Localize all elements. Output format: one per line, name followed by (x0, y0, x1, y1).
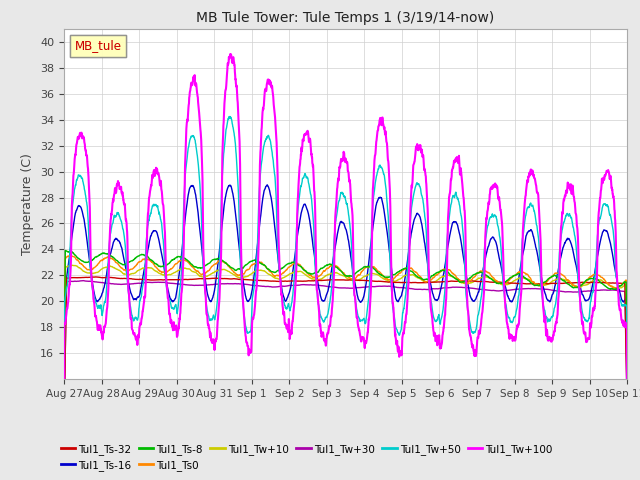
Legend: MB_tule: MB_tule (70, 35, 126, 57)
Tul1_Tw+10 (623, 396, 631, 402)
Tul1_Tw+100 (60, 401, 68, 407)
Tul1_Ts0 (574, 284, 582, 290)
Legend: Tul1_Ts-32, Tul1_Ts-16, Tul1_Ts-8, Tul1_Ts0, Tul1_Tw+10, Tul1_Tw+30, Tul1_Tw+50,: Tul1_Ts-32, Tul1_Ts-16, Tul1_Ts-8, Tul1_… (56, 439, 557, 475)
Line: Tul1_Ts0: Tul1_Ts0 (64, 256, 627, 410)
Tul1_Ts-8 (61, 248, 69, 253)
Tul1_Tw+30 (623, 410, 631, 416)
Tul1_Ts0 (362, 264, 370, 270)
Tul1_Ts-32 (574, 280, 582, 286)
Tul1_Tw+30 (218, 281, 225, 287)
Tul1_Ts-8 (362, 264, 370, 270)
Tul1_Tw+50 (374, 166, 382, 171)
Tul1_Ts-8 (374, 270, 382, 276)
Line: Tul1_Ts-16: Tul1_Ts-16 (64, 185, 627, 426)
Tul1_Tw+10 (589, 278, 597, 284)
Tul1_Ts0 (218, 259, 225, 264)
Y-axis label: Temperature (C): Temperature (C) (22, 153, 35, 255)
Tul1_Tw+100 (217, 253, 225, 259)
Tul1_Ts0 (623, 383, 631, 388)
Tul1_Tw+30 (362, 284, 370, 290)
Tul1_Ts-8 (589, 276, 597, 281)
Tul1_Ts-32 (589, 279, 597, 285)
Tul1_Tw+50 (217, 204, 225, 209)
Line: Tul1_Tw+50: Tul1_Tw+50 (64, 117, 627, 407)
Line: Tul1_Tw+100: Tul1_Tw+100 (64, 54, 627, 404)
Tul1_Tw+30 (60, 419, 68, 424)
Tul1_Tw+30 (374, 283, 382, 289)
Tul1_Tw+100 (227, 51, 234, 57)
Tul1_Tw+30 (80, 278, 88, 284)
Tul1_Tw+50 (589, 288, 597, 293)
Tul1_Tw+10 (60, 411, 68, 417)
Title: MB Tule Tower: Tule Temps 1 (3/19/14-now): MB Tule Tower: Tule Temps 1 (3/19/14-now… (196, 11, 495, 25)
Tul1_Tw+10 (374, 272, 382, 278)
Tul1_Tw+10 (574, 284, 582, 290)
Tul1_Tw+30 (589, 288, 597, 294)
Tul1_Ts-16 (362, 281, 370, 287)
Tul1_Tw+50 (623, 404, 631, 409)
Tul1_Ts-16 (60, 423, 68, 429)
Tul1_Ts0 (589, 272, 597, 277)
Line: Tul1_Ts-8: Tul1_Ts-8 (64, 251, 627, 406)
Tul1_Ts-8 (574, 284, 582, 290)
Tul1_Tw+10 (68, 263, 76, 268)
Tul1_Ts0 (374, 269, 382, 275)
Tul1_Tw+10 (218, 267, 225, 273)
Tul1_Ts-16 (574, 272, 582, 277)
Tul1_Ts0 (66, 253, 74, 259)
Tul1_Tw+100 (509, 335, 517, 340)
Line: Tul1_Tw+10: Tul1_Tw+10 (64, 265, 627, 414)
Tul1_Tw+50 (226, 114, 234, 120)
Tul1_Tw+50 (362, 317, 370, 323)
Tul1_Ts-16 (264, 182, 271, 188)
Tul1_Tw+10 (509, 278, 517, 284)
Tul1_Tw+30 (574, 289, 582, 295)
Tul1_Ts-32 (60, 417, 68, 422)
Tul1_Ts-8 (623, 391, 631, 396)
Tul1_Ts0 (509, 273, 517, 278)
Tul1_Tw+100 (362, 340, 370, 346)
Tul1_Ts-16 (374, 196, 382, 202)
Tul1_Tw+100 (623, 401, 631, 407)
Tul1_Tw+10 (362, 273, 370, 279)
Tul1_Ts-16 (589, 278, 597, 284)
Tul1_Ts0 (60, 408, 68, 413)
Tul1_Ts-32 (374, 278, 382, 284)
Tul1_Tw+50 (509, 316, 517, 322)
Tul1_Tw+30 (509, 287, 517, 292)
Line: Tul1_Ts-32: Tul1_Ts-32 (64, 277, 627, 420)
Tul1_Ts-16 (217, 232, 225, 238)
Tul1_Ts-16 (509, 295, 517, 301)
Tul1_Tw+100 (589, 307, 597, 312)
Tul1_Ts-32 (218, 276, 225, 281)
Tul1_Ts-32 (623, 406, 631, 411)
Tul1_Ts-16 (623, 392, 631, 398)
Tul1_Ts-8 (60, 403, 68, 409)
Line: Tul1_Tw+30: Tul1_Tw+30 (64, 281, 627, 421)
Tul1_Tw+100 (374, 124, 382, 130)
Tul1_Tw+100 (574, 229, 582, 235)
Tul1_Ts-8 (218, 257, 225, 263)
Tul1_Tw+50 (574, 270, 582, 276)
Tul1_Ts-32 (92, 274, 99, 280)
Tul1_Ts-8 (509, 273, 517, 278)
Tul1_Tw+50 (60, 403, 68, 409)
Tul1_Ts-32 (362, 278, 370, 284)
Tul1_Ts-32 (509, 280, 517, 286)
